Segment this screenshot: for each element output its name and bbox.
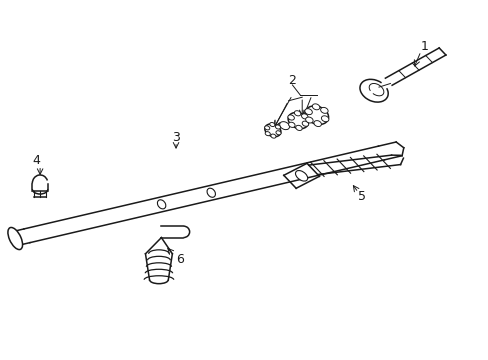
Ellipse shape [157, 200, 165, 209]
Ellipse shape [279, 122, 289, 130]
Ellipse shape [305, 117, 312, 123]
Ellipse shape [269, 122, 274, 127]
Text: 5: 5 [357, 190, 365, 203]
Ellipse shape [295, 171, 307, 181]
Text: 6: 6 [176, 253, 183, 266]
Ellipse shape [275, 131, 281, 135]
Ellipse shape [288, 122, 294, 127]
Text: 1: 1 [420, 40, 427, 53]
Ellipse shape [206, 188, 215, 197]
Ellipse shape [287, 115, 294, 120]
Ellipse shape [321, 116, 328, 122]
Ellipse shape [295, 125, 302, 131]
Ellipse shape [270, 134, 275, 138]
Text: 3: 3 [172, 131, 180, 144]
Ellipse shape [8, 228, 22, 249]
Ellipse shape [287, 113, 308, 129]
Ellipse shape [264, 126, 269, 130]
Ellipse shape [312, 104, 319, 110]
Ellipse shape [264, 132, 270, 136]
Text: 4: 4 [33, 154, 41, 167]
Text: 2: 2 [288, 75, 296, 87]
Ellipse shape [313, 121, 321, 127]
Ellipse shape [302, 121, 308, 126]
Ellipse shape [294, 111, 300, 116]
Ellipse shape [275, 125, 280, 129]
Ellipse shape [320, 107, 327, 113]
Ellipse shape [305, 106, 328, 125]
Ellipse shape [301, 114, 307, 119]
Ellipse shape [304, 109, 312, 114]
Ellipse shape [264, 124, 280, 137]
